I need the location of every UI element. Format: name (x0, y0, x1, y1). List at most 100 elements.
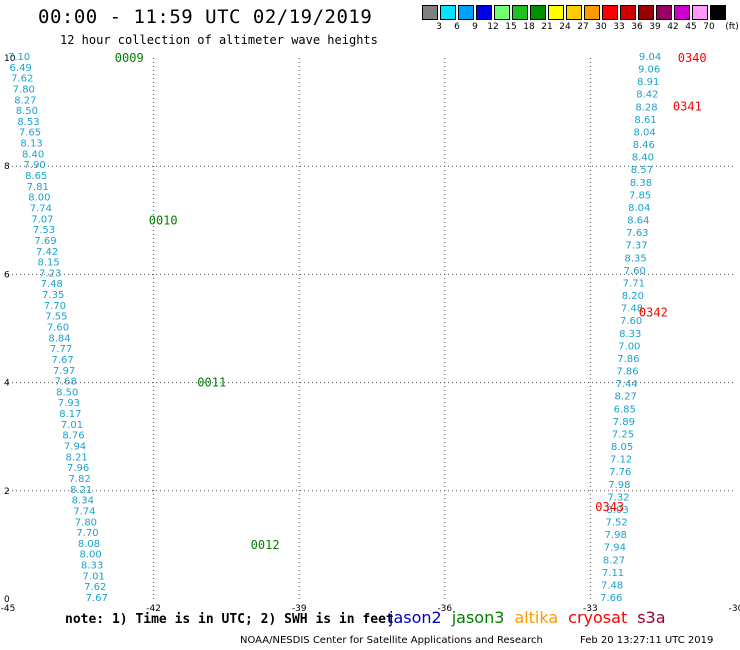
y-tick-label: 10 (4, 54, 16, 64)
legend-label: 27 (577, 22, 589, 32)
wave-height-value: 8.00 (28, 193, 50, 204)
wave-height-value: 7.94 (604, 543, 626, 554)
wave-height-value: 8.65 (25, 171, 47, 182)
wave-height-value: 7.23 (39, 268, 61, 279)
wave-height-value: 8.50 (56, 387, 78, 398)
legend-label: 36 (631, 22, 643, 32)
legend-swatch (692, 5, 708, 20)
legend-swatch (422, 5, 438, 20)
wave-height-value: 7.52 (606, 518, 628, 529)
wave-height-value: 7.96 (67, 463, 89, 474)
legend-swatch (440, 5, 456, 20)
wave-height-value: 7.77 (50, 344, 72, 355)
wave-height-value: 7.97 (53, 366, 75, 377)
wave-height-value: 8.27 (603, 555, 625, 566)
legend-label: 3 (436, 22, 442, 32)
wave-height-value: 8.42 (636, 90, 658, 101)
x-tick-label: -42 (146, 604, 161, 614)
wave-height-value: 7.55 (45, 312, 67, 323)
wave-height-value: 7.63 (626, 228, 648, 239)
wave-height-value: 7.66 (600, 593, 622, 604)
wave-height-value: 8.61 (634, 115, 656, 126)
wave-height-value: 9.06 (638, 65, 660, 76)
legend-swatch (602, 5, 618, 20)
y-tick-label: 0 (4, 595, 10, 605)
satellite-name: jason2 (389, 608, 442, 627)
wave-height-value: 7.60 (624, 266, 646, 277)
wave-height-value: 8.00 (79, 550, 101, 561)
wave-height-value: 8.15 (38, 258, 60, 269)
legend-swatch (674, 5, 690, 20)
pass-time-label: 0342 (639, 305, 668, 319)
map-title: 00:00 - 11:59 UTC 02/19/2019 (38, 6, 373, 28)
legend-label: 21 (541, 22, 553, 32)
wave-height-value: 8.17 (59, 409, 81, 420)
wave-height-value: 6.49 (10, 63, 32, 74)
wave-height-value: 7.37 (625, 241, 647, 252)
pass-time-labels: 0009 0010 0011 0012 0340 0341 0342 0343 (115, 51, 707, 552)
wave-height-value: 8.53 (17, 117, 39, 128)
wave-height-value: 7.80 (75, 517, 97, 528)
wave-height-value: 8.21 (65, 452, 87, 463)
wave-height-value: 7.01 (83, 571, 105, 582)
legend-label: 42 (667, 22, 679, 32)
wave-height-value: 7.93 (58, 398, 80, 409)
wave-height-value: 7.48 (621, 304, 643, 315)
legend-swatch (458, 5, 474, 20)
wave-height-value: 7.67 (86, 593, 108, 604)
wave-height-value: 8.27 (615, 392, 637, 403)
wave-height-value: 7.67 (51, 355, 73, 366)
pass-time-label: 0012 (251, 538, 280, 552)
legend-swatch (476, 5, 492, 20)
wave-height-value: 7.98 (608, 480, 630, 491)
wave-height-value: 7.60 (47, 323, 69, 334)
wave-height-value: 7.98 (605, 530, 627, 541)
x-tick-label: -39 (292, 604, 307, 614)
wave-height-value: 7.48 (601, 580, 623, 591)
legend-label: 9 (472, 22, 478, 32)
pass-time-label: 0011 (197, 376, 226, 390)
wave-height-value: 7.35 (42, 290, 64, 301)
wave-height-value: 7.90 (24, 160, 46, 171)
wave-height-value: 7.71 (623, 278, 645, 289)
wave-height-value: 7.62 (11, 74, 33, 85)
wave-height-value: 8.84 (48, 333, 70, 344)
y-tick-label: 8 (4, 162, 10, 172)
wave-height-value: 8.04 (628, 203, 650, 214)
wave-height-value: 7.69 (34, 236, 56, 247)
x-tick-label: -45 (1, 604, 16, 614)
legend-label: 70 (703, 22, 715, 32)
x-tick-label: -33 (583, 604, 598, 614)
legend-swatch (638, 5, 654, 20)
y-tick-label: 6 (4, 270, 10, 280)
map-grid (8, 58, 736, 599)
legend-swatch (710, 5, 726, 20)
legend-label: 15 (505, 22, 517, 32)
legend-swatch (548, 5, 564, 20)
wave-height-value: 8.50 (16, 106, 38, 117)
legend-label: 33 (613, 22, 625, 32)
wave-height-value: 8.13 (20, 139, 42, 150)
wave-height-value: 7.74 (73, 506, 95, 517)
wave-height-value: 7.32 (607, 492, 629, 503)
map-subtitle: 12 hour collection of altimeter wave hei… (60, 33, 378, 47)
altimeter-tracks: 7.106.497.627.808.278.508.537.658.138.40… (8, 52, 661, 604)
credit-line: NOAA/NESDIS Center for Satellite Applica… (240, 635, 543, 646)
wave-height-value: 8.40 (22, 149, 44, 160)
wave-height-value: 7.62 (84, 582, 106, 593)
wave-height-value: 7.01 (61, 420, 83, 431)
wave-height-value: 7.25 (612, 429, 634, 440)
wave-height-value: 7.85 (629, 190, 651, 201)
wave-height-value: 7.44 (615, 379, 637, 390)
wave-height-value: 7.86 (617, 354, 639, 365)
pass-time-label: 0341 (673, 100, 702, 114)
pass-time-label: 0340 (678, 51, 707, 65)
wave-height-value: 8.35 (624, 253, 646, 264)
wave-height-value: 8.04 (634, 127, 656, 138)
wave-height-value: 7.89 (613, 417, 635, 428)
wave-height-value: 8.38 (630, 178, 652, 189)
footnote: note: 1) Time is in UTC; 2) SWH is in fe… (65, 612, 394, 627)
wave-height-value: 8.33 (619, 329, 641, 340)
wave-height-value: 7.12 (610, 455, 632, 466)
wave-height-value: 7.48 (41, 279, 63, 290)
